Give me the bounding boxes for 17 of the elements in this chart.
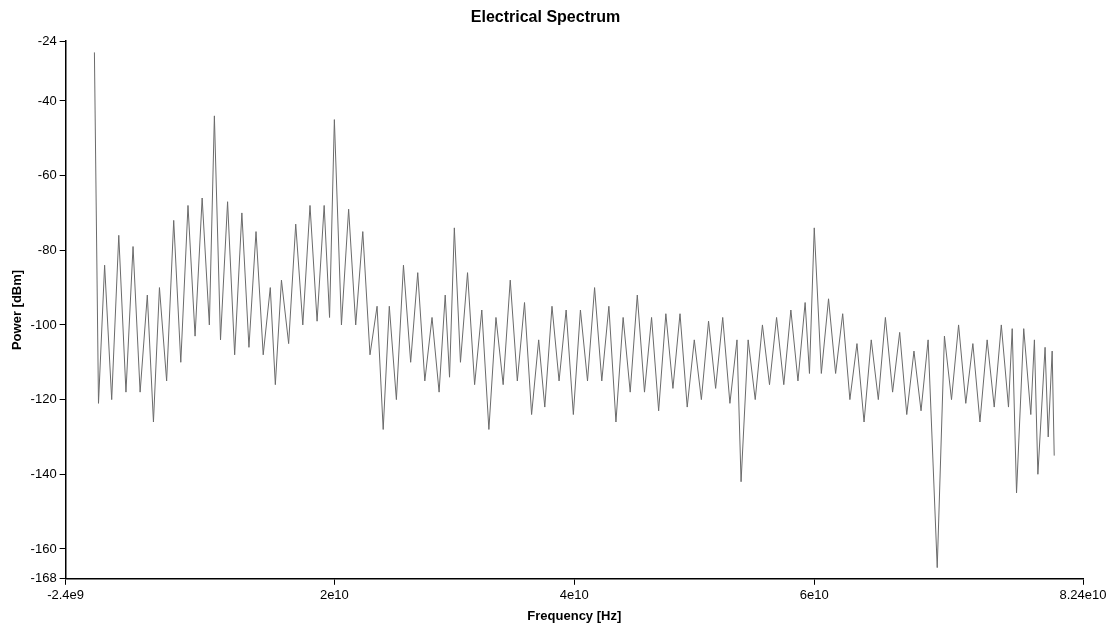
y-tick-label: -160 bbox=[30, 540, 57, 556]
y-tick-label: -24 bbox=[37, 32, 57, 48]
x-tick-label: 6e10 bbox=[799, 587, 829, 603]
y-axis-title: Power [dBm] bbox=[9, 269, 25, 351]
x-tick-label: -2.4e9 bbox=[47, 587, 85, 603]
x-tick-label: 4e10 bbox=[559, 587, 589, 603]
y-tick-label: -120 bbox=[30, 391, 57, 407]
chart-title: Electrical Spectrum bbox=[470, 8, 621, 26]
x-tick-label: 2e10 bbox=[319, 587, 349, 603]
x-tick-label: 8.24e10 bbox=[1059, 587, 1107, 603]
y-tick-label: -100 bbox=[30, 316, 57, 332]
y-tick-label: -40 bbox=[37, 92, 57, 108]
y-tick-label: -60 bbox=[37, 167, 57, 183]
y-tick-label: -80 bbox=[37, 241, 57, 257]
x-axis-title: Frequency [Hz] bbox=[527, 607, 622, 623]
y-tick-label: -168 bbox=[30, 570, 57, 586]
y-tick-label: -140 bbox=[30, 465, 57, 481]
